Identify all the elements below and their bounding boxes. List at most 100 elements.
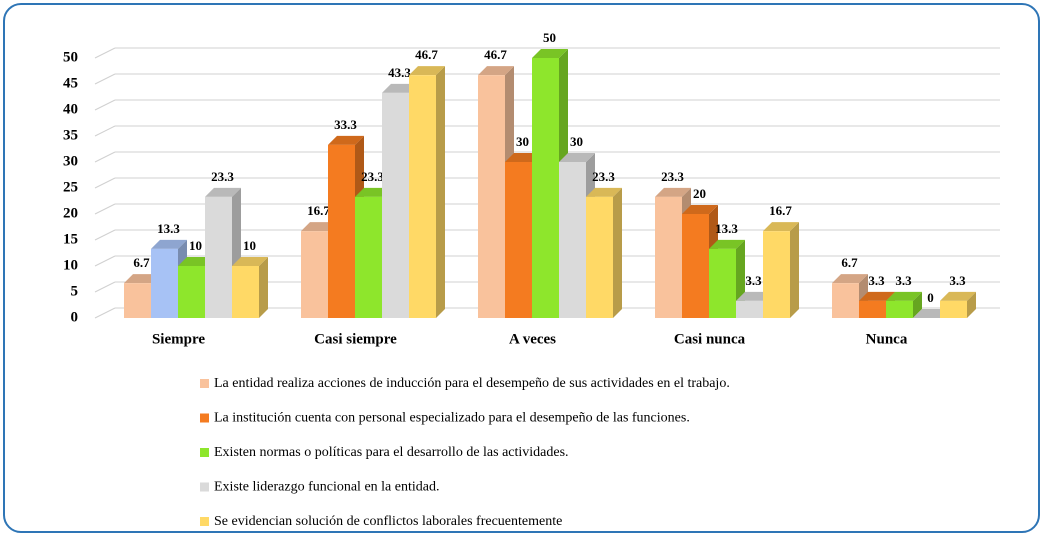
value-label: 30 xyxy=(516,134,529,149)
y-tick-label: 40 xyxy=(63,101,78,117)
y-tick-label: 10 xyxy=(63,257,78,273)
legend-label: Existen normas o políticas para el desar… xyxy=(214,445,569,460)
y-tick-label: 5 xyxy=(71,283,79,299)
value-label: 16.7 xyxy=(769,203,792,218)
bar-top xyxy=(655,187,691,197)
bar xyxy=(178,266,205,318)
x-tick-label: A veces xyxy=(509,331,556,347)
bar xyxy=(301,231,328,318)
bar-side xyxy=(913,291,922,318)
legend-swatch xyxy=(200,517,209,526)
value-label: 43.3 xyxy=(388,65,411,80)
legend-swatch xyxy=(200,448,209,457)
value-label: 16.7 xyxy=(307,203,330,218)
grid-line-depth xyxy=(94,47,116,59)
value-label: 46.7 xyxy=(484,47,507,62)
bar xyxy=(409,75,436,318)
bar-top xyxy=(559,153,595,162)
bar-side xyxy=(790,222,799,318)
bar xyxy=(655,196,682,318)
y-tick-label: 0 xyxy=(71,309,79,325)
value-label: 30 xyxy=(570,134,583,149)
value-label: 23.3 xyxy=(211,169,234,184)
grid-line-depth xyxy=(94,281,116,293)
x-tick-label: Casi nunca xyxy=(674,331,746,347)
value-label: 23.3 xyxy=(661,169,684,184)
bar xyxy=(505,162,532,318)
bar-top xyxy=(940,291,976,301)
legend-swatch xyxy=(200,379,209,388)
y-tick-label: 50 xyxy=(63,49,78,65)
value-label: 23.3 xyxy=(592,169,615,184)
bar xyxy=(382,92,409,318)
bar xyxy=(886,300,913,318)
bar xyxy=(559,162,586,318)
grid-line-depth xyxy=(94,125,116,137)
value-label: 0 xyxy=(927,290,934,305)
value-label: 13.3 xyxy=(715,221,738,236)
bar xyxy=(832,283,859,318)
bar xyxy=(328,144,355,318)
value-label: 50 xyxy=(543,30,556,45)
value-label: 33.3 xyxy=(334,117,357,132)
bar xyxy=(355,196,382,318)
y-tick-label: 35 xyxy=(63,127,78,143)
x-tick-label: Casi siempre xyxy=(314,331,397,347)
bar-top xyxy=(478,66,514,76)
grid-line-depth xyxy=(94,73,116,85)
legend-label: Existe liderazgo funcional en la entidad… xyxy=(214,480,439,495)
x-tick-label: Nunca xyxy=(866,331,908,347)
value-label: 10 xyxy=(243,238,256,253)
value-label: 46.7 xyxy=(415,47,438,62)
bar xyxy=(763,231,790,318)
bar xyxy=(151,248,178,318)
y-tick-label: 25 xyxy=(63,179,78,195)
value-label: 3.3 xyxy=(895,273,912,288)
bar-top xyxy=(151,239,187,249)
y-tick-label: 20 xyxy=(63,205,78,221)
legend-label: La entidad realiza acciones de inducción… xyxy=(214,376,730,391)
grid-line-depth xyxy=(94,151,116,163)
value-label: 3.3 xyxy=(745,273,762,288)
bar xyxy=(736,300,763,318)
y-tick-label: 30 xyxy=(63,153,78,169)
value-label: 6.7 xyxy=(841,255,858,270)
bar-side xyxy=(613,187,622,318)
bar xyxy=(859,300,886,318)
legend-swatch xyxy=(200,413,209,423)
y-tick-label: 15 xyxy=(63,231,78,247)
bar-top xyxy=(205,187,241,197)
bar-top xyxy=(328,135,364,145)
y-tick-label: 45 xyxy=(63,75,78,91)
bar xyxy=(205,196,232,318)
bar xyxy=(940,300,967,318)
value-label: 20 xyxy=(693,186,706,201)
bar-top xyxy=(586,187,622,197)
bar xyxy=(709,248,736,318)
bar xyxy=(532,58,559,318)
value-label: 10 xyxy=(189,238,202,253)
frame xyxy=(3,3,1040,533)
grid-line-depth xyxy=(94,177,116,189)
value-label: 3.3 xyxy=(949,273,966,288)
bar-side xyxy=(259,257,268,318)
bar-top xyxy=(532,49,568,58)
bar xyxy=(124,283,151,318)
grid-line-depth xyxy=(94,307,116,319)
x-tick-label: Siempre xyxy=(152,331,205,347)
legend-swatch xyxy=(200,482,209,492)
bar-side xyxy=(436,66,445,318)
legend-label: Se evidencian solución de conflictos lab… xyxy=(214,514,562,529)
bar-top xyxy=(682,205,718,214)
bar-top xyxy=(859,291,895,301)
bar xyxy=(586,196,613,318)
bar-top xyxy=(763,222,799,232)
grid-line-depth xyxy=(94,255,116,267)
value-label: 3.3 xyxy=(868,273,885,288)
legend-label: La institución cuenta con personal espec… xyxy=(214,411,690,426)
value-label: 6.7 xyxy=(133,255,150,270)
grid-line-depth xyxy=(94,99,116,111)
grid-line-depth xyxy=(94,229,116,241)
